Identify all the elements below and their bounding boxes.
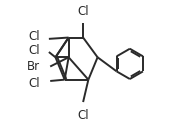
Text: Cl: Cl: [77, 109, 89, 122]
Text: Cl: Cl: [29, 44, 40, 57]
Text: Cl: Cl: [29, 77, 40, 90]
Text: Cl: Cl: [29, 30, 40, 43]
Text: Br: Br: [27, 60, 40, 73]
Text: Cl: Cl: [77, 5, 89, 18]
